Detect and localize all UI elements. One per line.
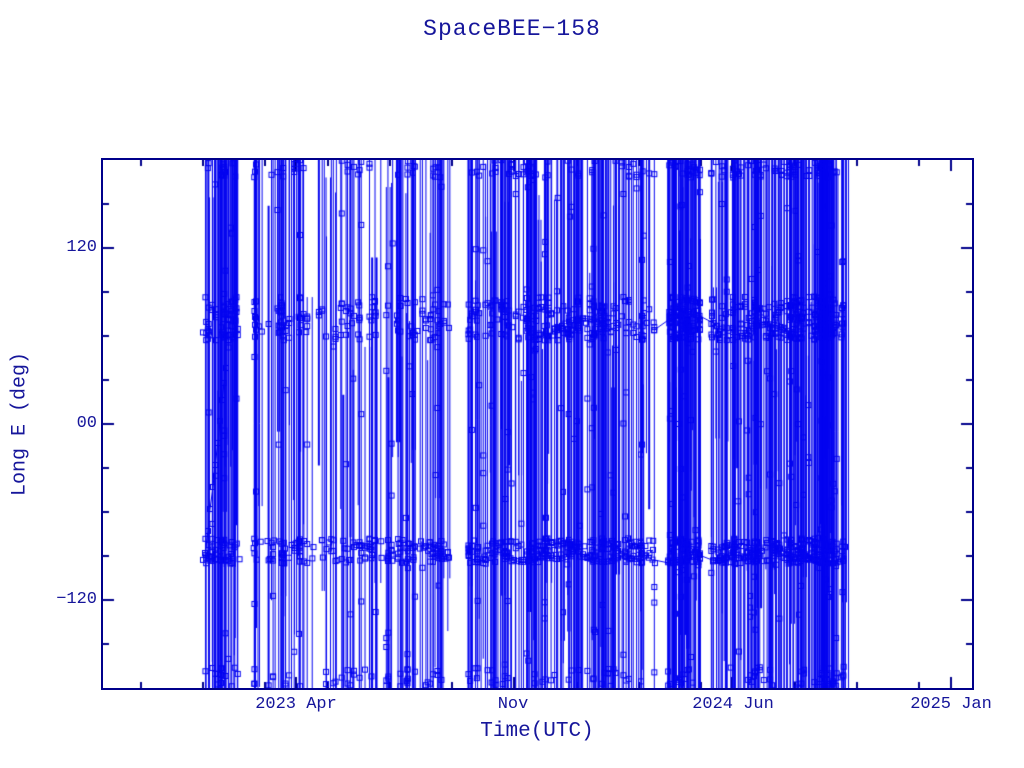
plot-canvas [103, 160, 972, 688]
plot-frame [101, 158, 974, 690]
chart-title: SpaceBEE−158 [423, 16, 601, 42]
x-tick-label-2024-jun: 2024 Jun [692, 695, 774, 714]
y-tick-label-120: 120 [66, 238, 97, 257]
x-tick-label-2025-jan: 2025 Jan [910, 695, 992, 714]
x-axis-label: Time(UTC) [480, 720, 594, 743]
y-tick-label-00: 00 [76, 414, 97, 433]
x-tick-label-2023-apr: 2023 Apr [255, 695, 337, 714]
y-tick-label-minus120: −120 [56, 590, 97, 609]
x-tick-label-nov: Nov [497, 695, 529, 714]
